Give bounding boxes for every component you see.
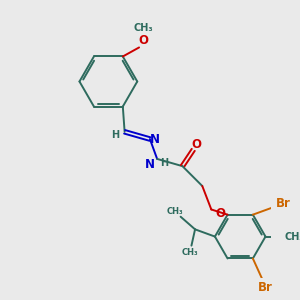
Text: H: H (160, 158, 168, 167)
Text: O: O (192, 138, 202, 151)
Text: N: N (149, 133, 159, 146)
Text: Br: Br (258, 281, 273, 294)
Text: N: N (145, 158, 155, 171)
Text: CH₃: CH₃ (167, 207, 184, 216)
Text: H: H (112, 130, 120, 140)
Text: O: O (139, 34, 148, 47)
Text: Br: Br (276, 197, 291, 210)
Text: CH₃: CH₃ (134, 22, 153, 33)
Text: CH₃: CH₃ (181, 248, 198, 257)
Text: CH₃: CH₃ (285, 232, 300, 242)
Text: O: O (215, 207, 225, 220)
